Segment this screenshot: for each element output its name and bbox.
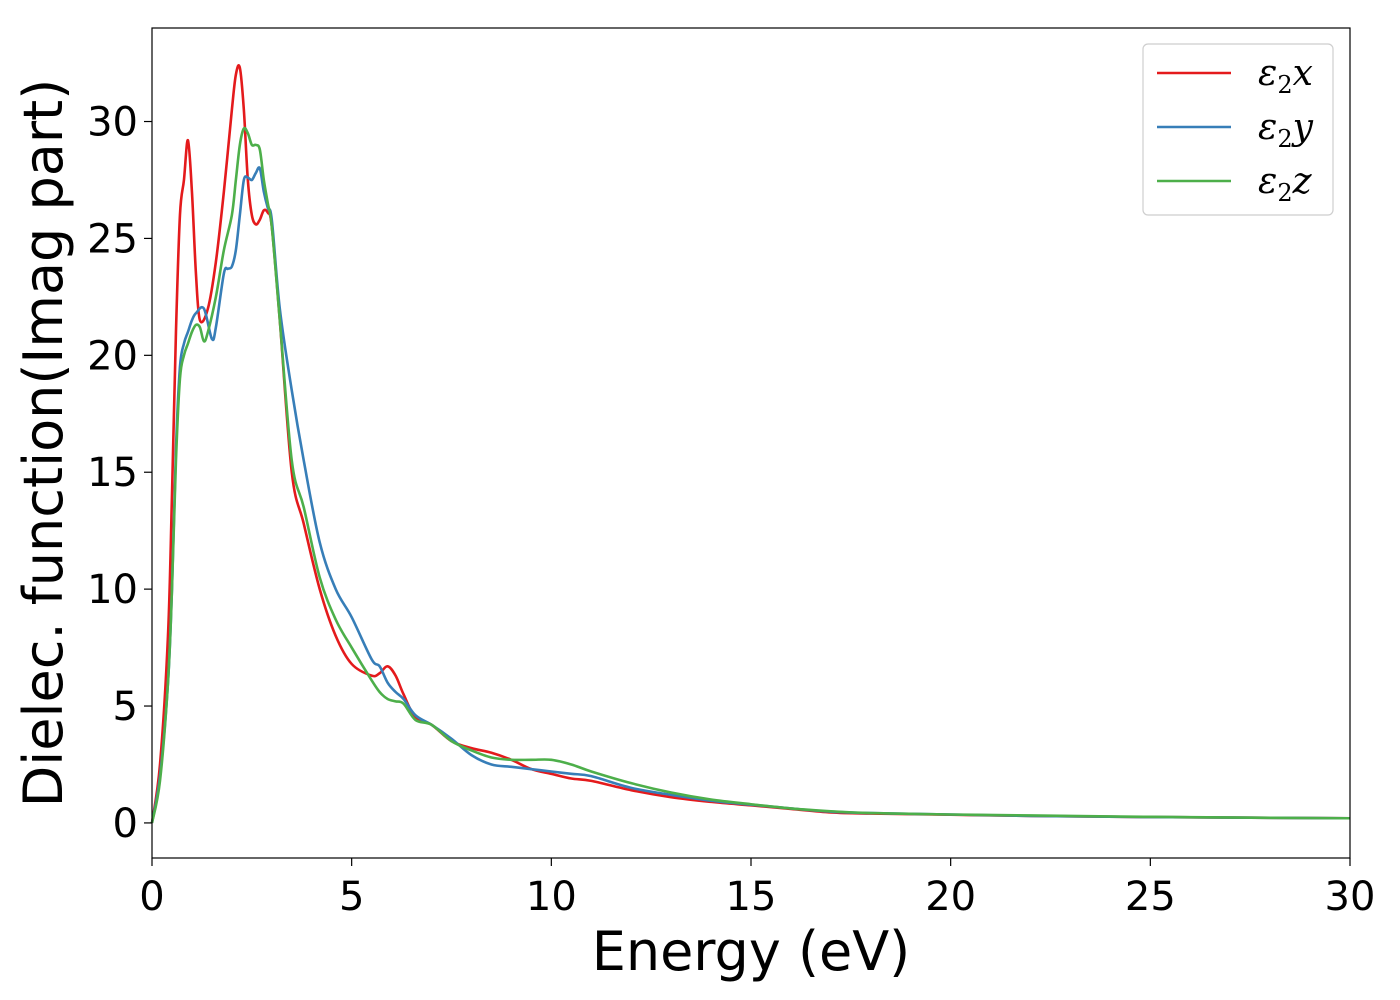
x-tick-label: 30 [1325, 874, 1376, 920]
series-line-x [150, 64, 1351, 824]
x-axis-label: Energy (eV) [592, 920, 911, 983]
x-tick-label: 20 [925, 874, 976, 920]
y-tick-label: 30 [87, 100, 138, 146]
x-tick-label: 10 [526, 874, 577, 920]
legend-label-x: ε2x [1258, 53, 1313, 99]
series-line-z [150, 126, 1351, 824]
legend-label-y: ε2y [1258, 107, 1314, 153]
x-axis-ticks: 0 5 10 15 20 25 30 [139, 858, 1375, 920]
y-tick-label: 0 [113, 801, 138, 847]
x-tick-label: 5 [339, 874, 364, 920]
y-tick-label: 25 [87, 216, 138, 262]
legend-box [1142, 43, 1334, 216]
series-layer [150, 64, 1351, 824]
y-axis-label: Dielec. function(Imag part) [12, 79, 75, 808]
y-tick-label: 15 [87, 450, 138, 496]
x-tick-label: 25 [1125, 874, 1176, 920]
y-tick-label: 20 [87, 333, 138, 379]
y-axis-ticks: 0 5 10 15 20 25 30 [87, 100, 152, 847]
legend: ε2x ε2y ε2z [1142, 43, 1334, 216]
legend-label-z: ε2z [1258, 161, 1313, 207]
y-tick-label: 10 [87, 567, 138, 613]
x-tick-label: 0 [139, 874, 164, 920]
x-tick-label: 15 [726, 874, 777, 920]
legend-entries: ε2x ε2y ε2z [1157, 53, 1314, 207]
y-tick-label: 5 [113, 684, 138, 730]
